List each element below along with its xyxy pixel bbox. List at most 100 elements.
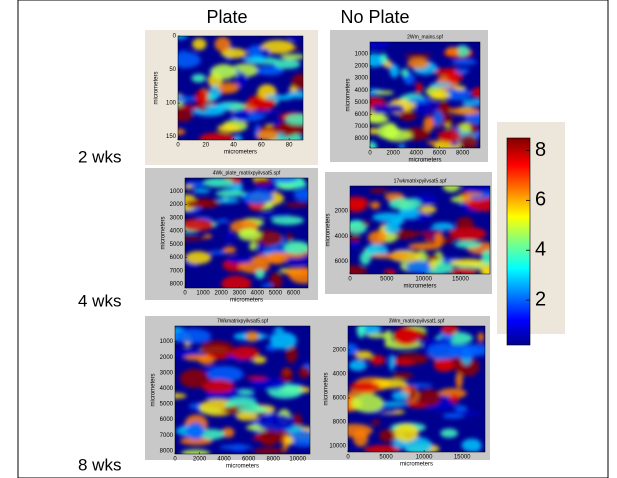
heatmap-blob [189,199,220,208]
y-tick-label: 2000 [160,355,174,361]
heatmap-blob [280,54,305,60]
y-tick-label: 8000 [333,420,347,426]
heatmap-blob [193,189,211,194]
heatmap-blob [180,369,209,388]
heatmap-image [334,180,501,278]
x-tick-label: 4000 [410,151,424,157]
heatmap-blob [437,130,461,143]
heatmap-blob [370,254,408,259]
heatmap-blob [220,445,252,450]
heatmap-blob [238,228,262,240]
heatmap-blob [452,59,477,65]
colorbar: 2468 [497,122,565,345]
x-tick-label: 15000 [452,277,469,283]
y-axis-label: micrometers [161,216,167,249]
heatmap-blob [265,95,294,101]
x-tick-label: 5000 [379,455,393,461]
heatmap-blob [370,201,380,209]
heatmap-image [162,32,312,146]
heatmap-blob [285,203,309,207]
heatmap-blob [186,422,204,439]
x-tick-label: 4000 [217,457,231,463]
x-tick-label: 6000 [287,291,301,297]
x-tick-label: 6000 [433,151,447,157]
y-tick-label: 2000 [355,64,369,70]
heatmap-blob [393,372,413,379]
heatmap-blob [440,428,458,437]
panel-title: 17wkmatrixpyilvsat5.spf [394,178,447,184]
x-tick-label: 8000 [456,151,470,157]
y-tick-label: 6000 [335,259,349,265]
heatmap-blob [418,389,441,406]
heatmap-blob [243,56,266,63]
heatmap-blob [217,124,240,132]
heatmap-blob [246,376,267,380]
heatmap-blob [457,217,474,229]
heatmap-blob [416,82,423,93]
y-tick-label: 6000 [333,396,347,402]
heatmap-blob [242,191,274,205]
heatmap-blob [393,327,419,345]
heatmap-blob [427,255,440,260]
heatmap-blob [349,360,367,371]
x-tick-label: 10000 [415,277,432,283]
heatmap-blob [369,189,388,194]
column-header: No Plate [340,7,409,27]
panel-title: 4Wk_plate_matrixpyilvsat5.spf [213,170,281,176]
x-tick-label: 6000 [242,457,256,463]
heatmap-blob [374,91,393,95]
x-tick-label: 1000 [196,291,210,297]
heatmap-blob [203,178,233,188]
heatmap-blob [200,341,233,356]
heatmap-blob [207,366,243,382]
heatmap-blob [445,123,451,128]
heatmap-blob [184,185,193,189]
y-tick-label: 2000 [335,209,349,215]
heatmap-blob [192,38,206,50]
heatmap-blob [362,221,371,225]
heatmap-blob [467,197,501,211]
y-axis-label: micrometers [151,373,157,406]
heatmap-blob [478,332,485,342]
heatmap-blob [227,256,252,263]
heatmap-blob [408,98,431,103]
heatmap-blob [430,91,450,100]
heatmap-blob [185,251,211,264]
heatmap-blob [427,344,459,360]
heatmap-image [164,326,322,457]
x-tick-label: 2000 [214,291,228,297]
x-tick-label: 20 [202,143,209,149]
x-tick-label: 10000 [416,455,433,461]
heatmap-blob [407,57,429,68]
heatmap-blob [274,59,301,68]
heatmap-blob [203,234,212,238]
heatmap-blob [298,367,310,379]
colorbar-tick-label: 8 [535,139,546,161]
heatmap-blob [253,436,263,441]
heatmap-blob [191,74,206,83]
heatmap-blob [372,420,381,426]
y-tick-label: 5000 [355,100,369,106]
heatmap-blob [423,117,434,131]
heatmap-blob [204,104,236,109]
heatmap-blob [394,424,419,442]
heatmap-image [172,172,319,293]
y-tick-label: 5000 [160,402,174,408]
heatmap-blob [285,436,294,445]
heatmap-blob [389,354,395,370]
x-tick-label: 2000 [193,457,207,463]
heatmap-blob [446,47,460,56]
column-header: Plate [206,7,247,27]
y-tick-label: 4000 [335,234,349,240]
heatmap-blob [257,414,295,431]
y-tick-label: 1000 [160,339,174,345]
heatmap-blob [173,329,211,344]
y-tick-label: 10000 [329,444,346,450]
heatmap-blob [255,269,265,279]
heatmap-blob [238,390,253,395]
heatmap-blob [455,68,469,74]
heatmap-blob [449,107,481,115]
y-axis-label: micrometers [154,71,160,104]
y-tick-label: 6000 [355,112,369,118]
